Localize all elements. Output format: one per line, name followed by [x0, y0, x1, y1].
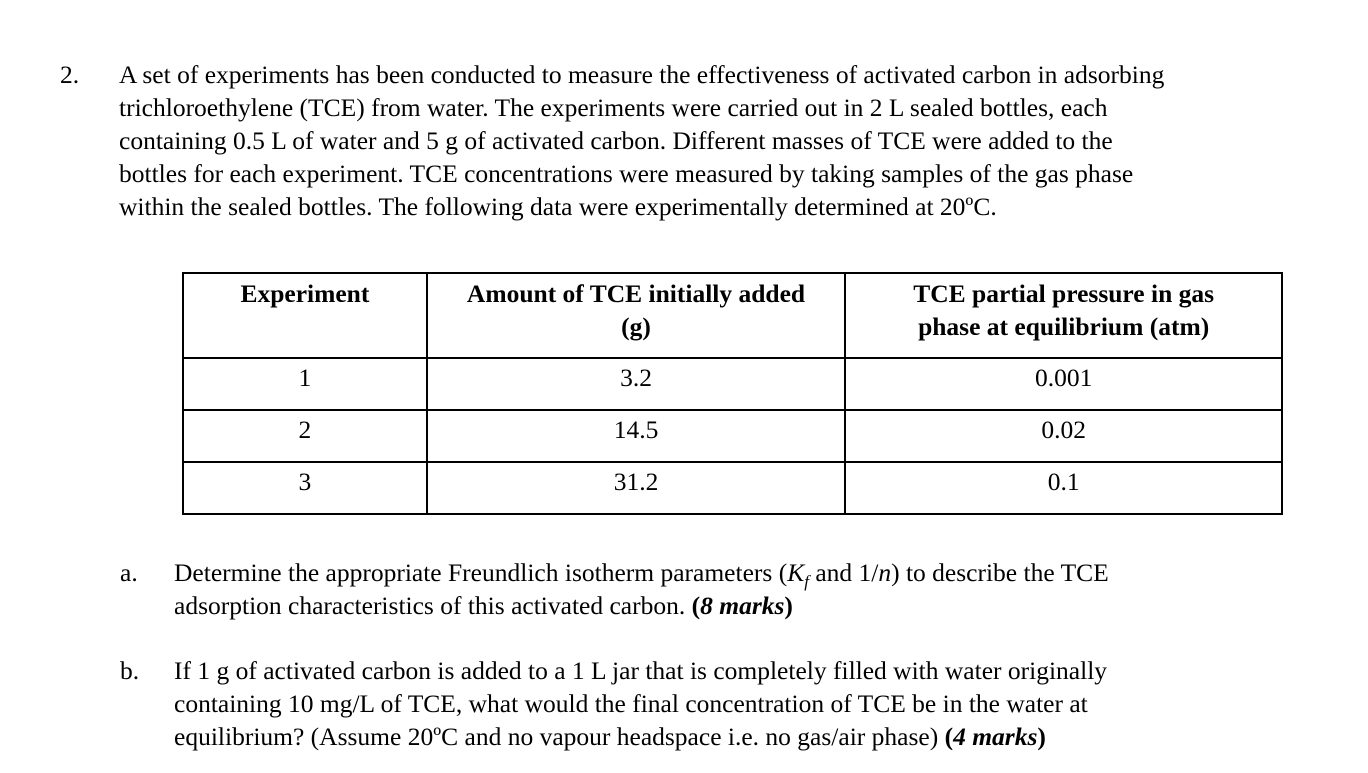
cell-amount: 31.2: [425, 461, 847, 515]
experiment-data-table: Experiment Amount of TCE initially added…: [182, 272, 1283, 515]
cell-amount: 3.2: [425, 357, 847, 411]
cell-amount: 14.5: [425, 409, 847, 463]
part-b-text: If 1 g of activated carbon is added to a…: [174, 654, 1244, 753]
question-number: 2.: [60, 60, 80, 89]
part-a-marks: (8 marks): [691, 591, 793, 620]
table-header-row: Experiment Amount of TCE initially added…: [182, 272, 1283, 359]
part-b-marks: (4 marks): [944, 722, 1046, 751]
part-b-line-3: equilibrium? (Assume 20ºC and no vapour …: [174, 722, 1046, 751]
cell-experiment: 2: [182, 409, 428, 463]
header-experiment: Experiment: [182, 272, 428, 359]
cell-pressure: 0.001: [844, 357, 1283, 411]
table-row: 2 14.5 0.02: [182, 409, 1283, 463]
cell-experiment: 1: [182, 357, 428, 411]
cell-pressure: 0.02: [844, 409, 1283, 463]
part-a-letter: a.: [120, 558, 138, 587]
part-a-line-1: Determine the appropriate Freundlich iso…: [174, 558, 1109, 592]
header-amount-tce: Amount of TCE initially added (g): [425, 272, 847, 359]
question-line: A set of experiments has been conducted …: [119, 60, 1165, 89]
part-a-line-2: adsorption characteristics of this activ…: [174, 591, 793, 620]
part-b-letter: b.: [120, 656, 140, 685]
question-line: containing 0.5 L of water and 5 g of act…: [119, 126, 1113, 155]
part-b-line-2: containing 10 mg/L of TCE, what would th…: [174, 689, 1088, 718]
question-line: trichloroethylene (TCE) from water. The …: [119, 93, 1108, 122]
part-a-text: Determine the appropriate Freundlich iso…: [174, 556, 1244, 622]
cell-experiment: 3: [182, 461, 428, 515]
cell-pressure: 0.1: [844, 461, 1283, 515]
table-row: 1 3.2 0.001: [182, 357, 1283, 411]
question-line: bottles for each experiment. TCE concent…: [119, 159, 1134, 188]
table-row: 3 31.2 0.1: [182, 461, 1283, 515]
question-text: A set of experiments has been conducted …: [119, 58, 1282, 223]
question-line: within the sealed bottles. The following…: [119, 192, 997, 221]
part-b-line-1: If 1 g of activated carbon is added to a…: [174, 656, 1108, 685]
header-partial-pressure: TCE partial pressure in gas phase at equ…: [844, 272, 1283, 359]
